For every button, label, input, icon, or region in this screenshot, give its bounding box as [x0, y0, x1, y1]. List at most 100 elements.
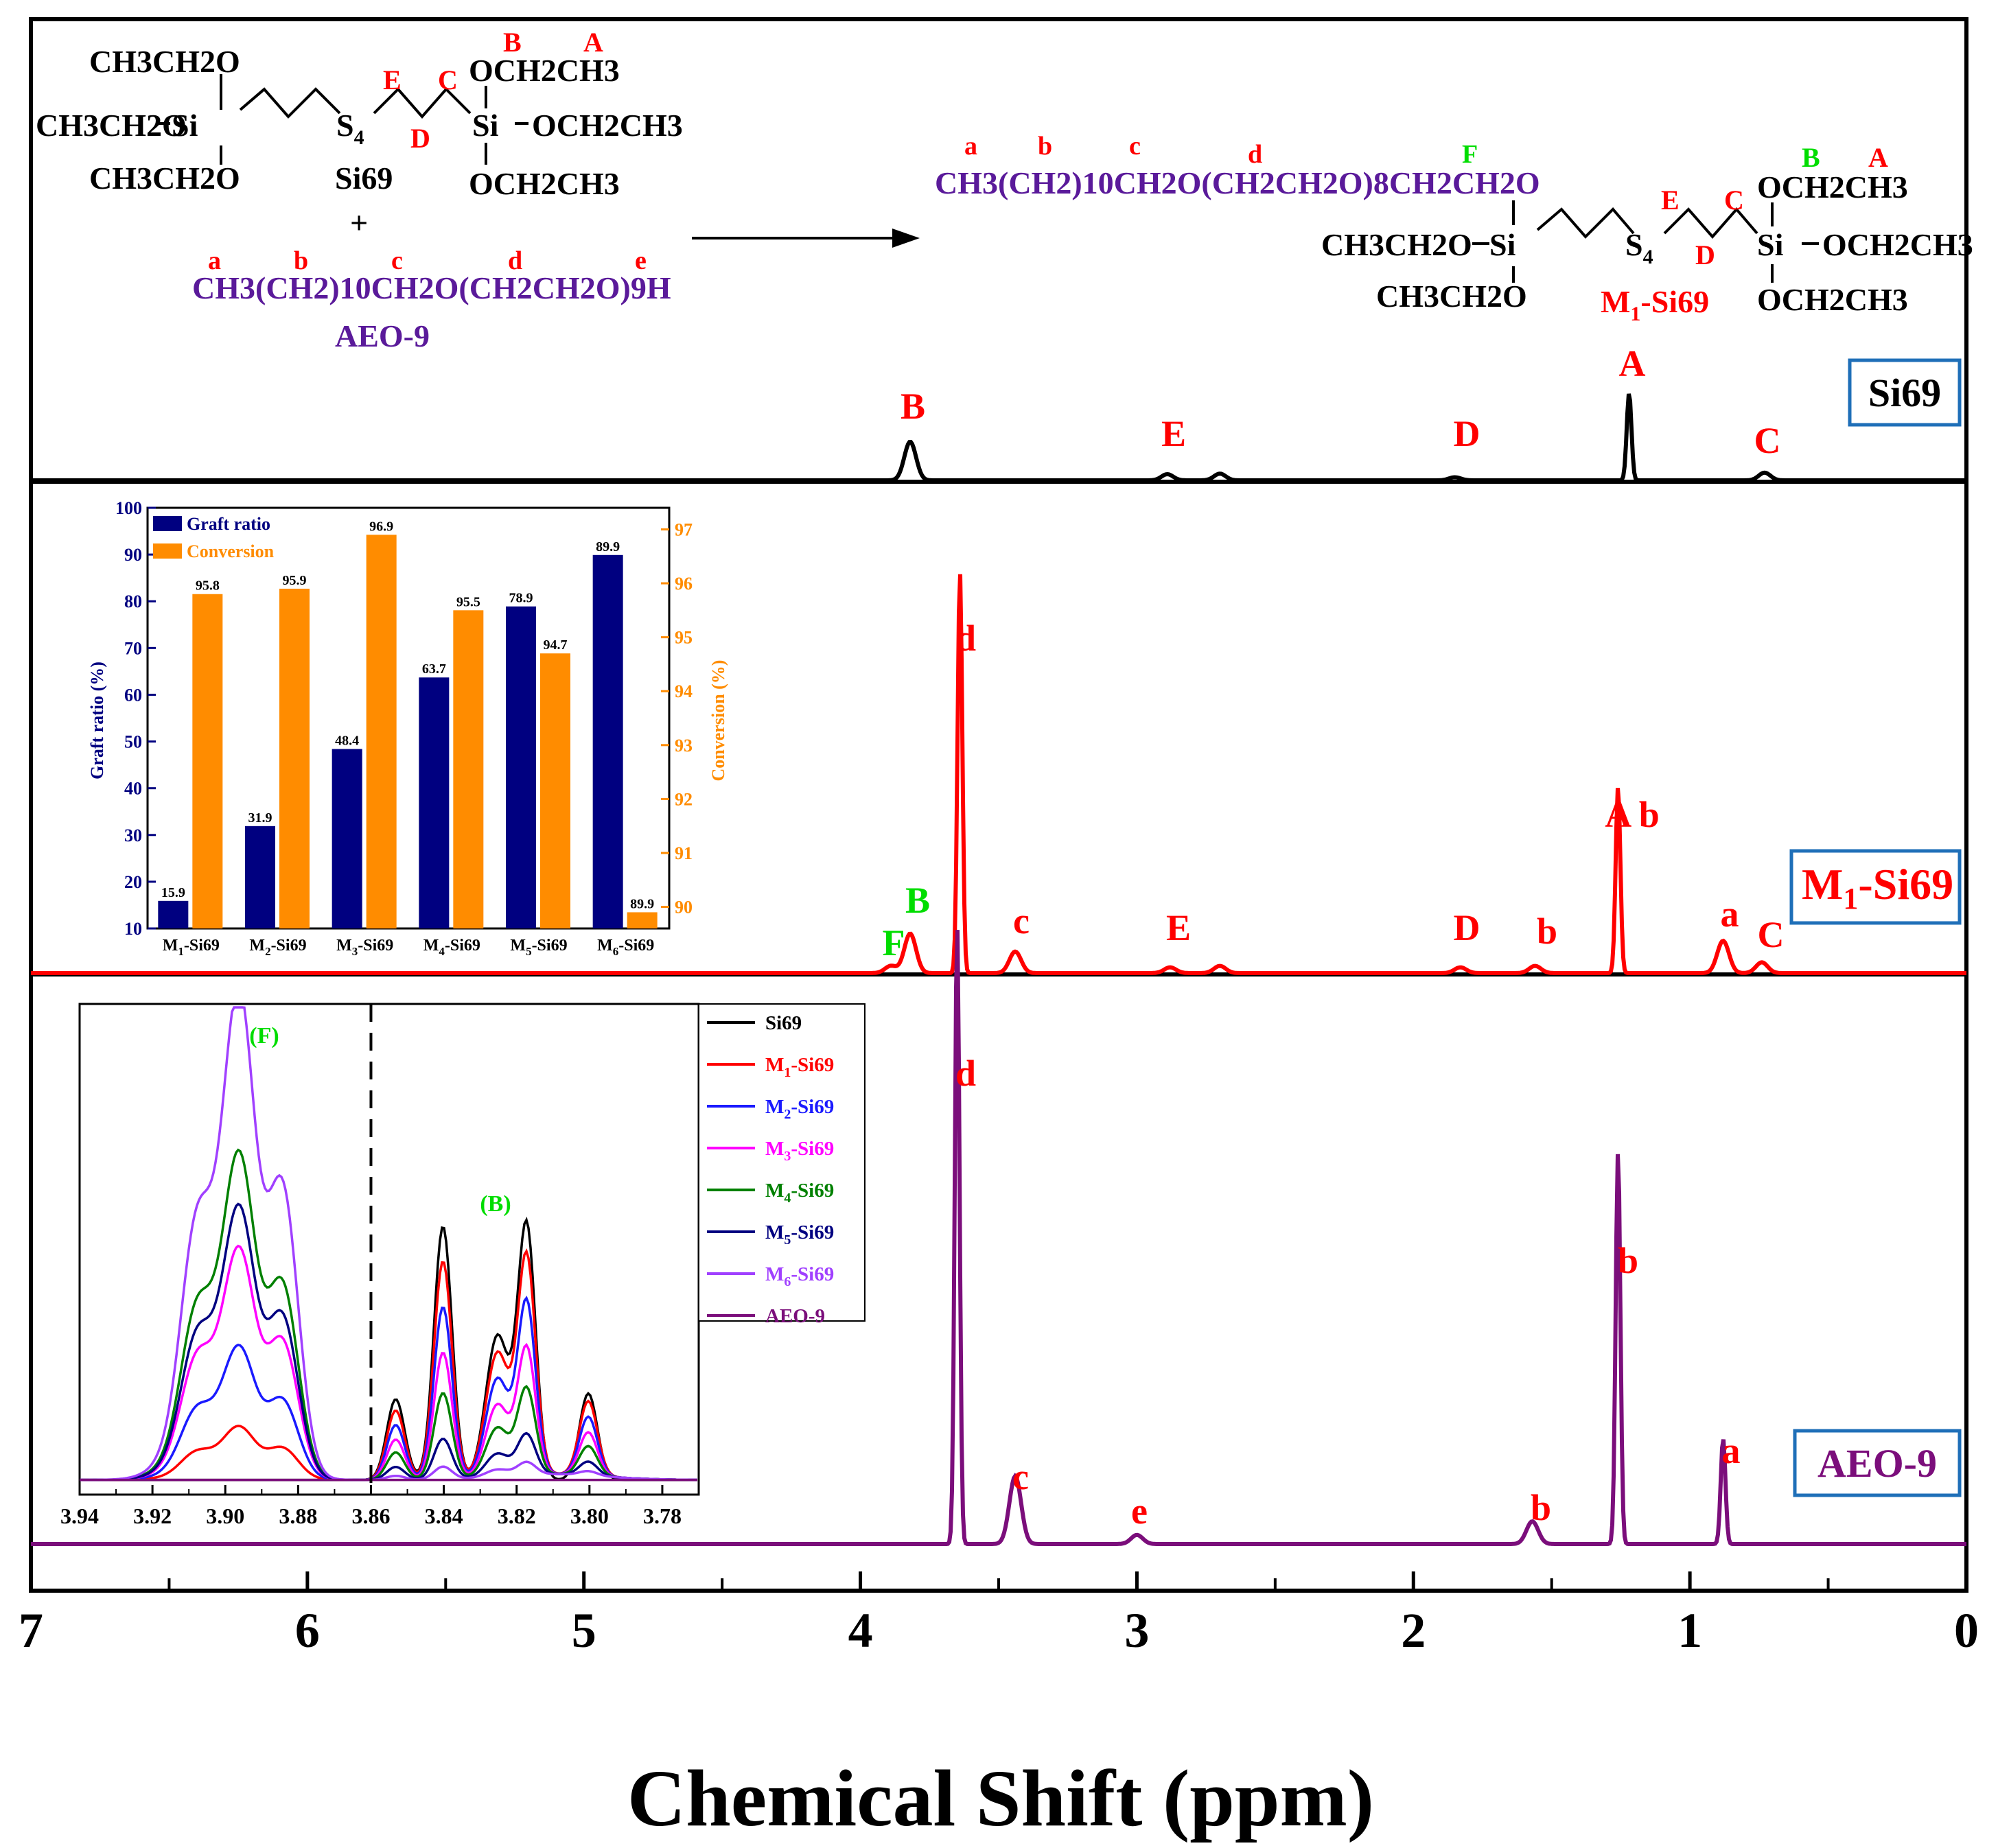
si69-name: Si69	[335, 161, 393, 196]
x-tick-label: 3	[1124, 1603, 1149, 1658]
si69-ethoxy-bottom: CH3CH2O	[89, 161, 240, 196]
chain-left	[239, 87, 341, 119]
zoom-legend-label: AEO-9	[765, 1305, 825, 1327]
reaction-scheme: CH3CH2O CH3CH2O Si CH3CH2O S4 Si69 Si OC…	[36, 27, 1973, 353]
zoom-legend-label: Si69	[765, 1012, 802, 1034]
aeo-name: AEO-9	[335, 318, 430, 353]
bar-graft-ratio	[592, 554, 623, 928]
label-D-prod: D	[1695, 239, 1715, 270]
zoom-legend-label: M5-Si69	[765, 1221, 834, 1248]
bar-left-tick-label: 50	[124, 732, 142, 752]
x-tick-label: 4	[848, 1603, 873, 1658]
prod-si-left: Si	[1489, 227, 1516, 262]
peak-label-m1-B: B	[905, 880, 930, 921]
zoom-tick-label: 3.86	[351, 1504, 390, 1528]
sample-labels: Si69 M1-Si69 AEO-9	[1789, 358, 1962, 1497]
prod-ethoxy-mid: CH3CH2O	[1321, 227, 1472, 262]
label-A-si69: A	[583, 27, 603, 58]
spectrum-aeo-9	[31, 930, 1966, 1546]
label-box-m1	[1789, 849, 1962, 925]
label-si69: Si69	[1868, 371, 1941, 415]
peak-label-m1-C: C	[1758, 914, 1785, 955]
bar-left-axis: 10 20 30 40 50 60 70 80 90 100	[115, 498, 156, 939]
peak-label-m1-Ab: A b	[1605, 794, 1660, 835]
label-b-aeo: b	[294, 246, 308, 275]
x-axis-ticks: 7 6 5 4 3 2 1 0	[19, 1571, 1979, 1658]
zoom-tick-label: 3.82	[498, 1504, 536, 1528]
bar-conversion	[453, 610, 484, 928]
bar-inset-frame	[146, 506, 671, 930]
bar-graft-value: 89.9	[596, 539, 620, 554]
prod-ethoxy-bottom: CH3CH2O	[1376, 279, 1527, 314]
si69-ethoxy-mid: CH3CH2O	[36, 108, 187, 143]
zoom-curve	[80, 1248, 697, 1482]
x-tick-label: 1	[1677, 1603, 1702, 1658]
bar-x-label: M1-Si69	[163, 937, 220, 958]
bar-graft-ratio	[419, 677, 450, 928]
bar-series: 15.9 95.8 31.9 95.9 48.4 96.9 63.7 95.5 78.9 94.7…	[158, 519, 658, 928]
bar-x-label: M6-Si69	[597, 937, 654, 958]
bar-right-tick-label: 92	[675, 789, 693, 809]
zoom-tick-label: 3.92	[133, 1504, 172, 1528]
label-B-si69: B	[503, 27, 522, 58]
prod-ethoxy-right-bottom: OCH2CH3	[1757, 282, 1908, 317]
bar-conversion-value: 94.7	[544, 638, 568, 653]
zoom-curve	[80, 1202, 697, 1482]
bar-x-label: M2-Si69	[249, 937, 306, 958]
legend-conversion: Conversion	[187, 541, 275, 561]
zoom-legend-label: M1-Si69	[765, 1054, 834, 1080]
zoom-inset: 3.94 3.92 3.90 3.88 3.86 3.84 3.82 3.80 3.78 (F)…	[60, 1003, 700, 1528]
bar-right-ylabel: Conversion (%)	[708, 660, 728, 782]
bar-right-axis: 90 91 92 93 94 95 96 97	[661, 519, 693, 917]
bar-left-tick-label: 90	[124, 545, 142, 565]
legend-graft-ratio: Graft ratio	[187, 514, 270, 534]
bar-left-tick-label: 20	[124, 872, 142, 892]
label-F-prod: F	[1462, 140, 1478, 169]
zoom-tick-label: 3.84	[425, 1504, 463, 1528]
peak-label-aeo-a: a	[1722, 1430, 1741, 1471]
bar-right-tick-label: 90	[675, 898, 693, 917]
zoom-legend: Si69 M1-Si69 M2-Si69 M3-Si69 M4-Si69 M5-Si69 M…	[698, 1003, 866, 1327]
label-B-prod: B	[1802, 142, 1820, 173]
bar-x-label: M4-Si69	[423, 937, 480, 958]
zoom-curve	[80, 1244, 697, 1482]
peak-label-m1-D: D	[1454, 907, 1480, 948]
peak-label-si69-A: A	[1619, 343, 1646, 384]
bar-conversion	[192, 594, 223, 928]
zoom-tick-label: 3.88	[279, 1504, 317, 1528]
label-box-aeo	[1793, 1429, 1962, 1497]
x-tick-label: 2	[1401, 1603, 1426, 1658]
aeo-formula: CH3(CH2)10CH2O(CH2CH2O)9H	[192, 270, 671, 305]
zoom-legend-label: M6-Si69	[765, 1263, 834, 1289]
peak-label-si69-B: B	[901, 386, 925, 427]
bar-x-label: M3-Si69	[336, 937, 393, 958]
label-D-si69: D	[410, 123, 430, 154]
bar-conversion-value: 96.9	[369, 519, 393, 534]
zoom-curves	[80, 1006, 697, 1482]
plus-sign: +	[350, 205, 368, 240]
bar-graft-value: 78.9	[509, 591, 533, 606]
peak-label-aeo-c: c	[1012, 1456, 1029, 1497]
bar-left-tick-label: 100	[115, 498, 142, 518]
label-C-si69: C	[438, 65, 458, 95]
bar-graft-value: 31.9	[248, 810, 272, 826]
x-axis-title: Chemical Shift (ppm)	[627, 1753, 1374, 1843]
bar-right-tick-label: 91	[675, 843, 693, 863]
chain-right	[373, 87, 472, 119]
bar-graft-value: 63.7	[422, 662, 446, 677]
zoom-legend-frame	[698, 1003, 866, 1322]
zoom-tick-label: 3.94	[60, 1504, 99, 1528]
label-E-prod: E	[1661, 185, 1680, 215]
si69-si-right: Si	[472, 108, 499, 143]
peak-label-m1-E: E	[1166, 907, 1191, 948]
peak-label-si69-C: C	[1754, 420, 1781, 461]
label-c-aeo: c	[391, 246, 403, 275]
legend-swatch-graft	[153, 516, 182, 531]
bar-left-tick-label: 70	[124, 638, 142, 658]
bar-conversion	[366, 535, 397, 928]
label-C-prod: C	[1724, 185, 1744, 215]
x-tick-label: 6	[295, 1603, 320, 1658]
label-m1-si69: M1-Si69	[1802, 860, 1953, 915]
chain-right	[1663, 207, 1758, 239]
